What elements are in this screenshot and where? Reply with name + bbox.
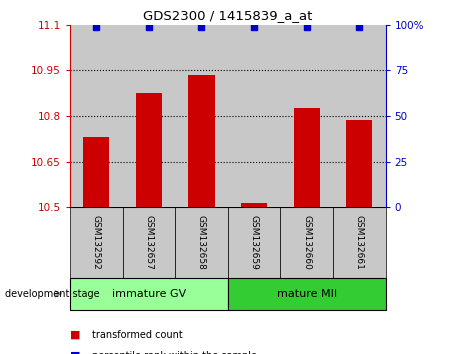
Text: transformed count: transformed count [92,330,183,339]
Text: development stage: development stage [5,289,99,299]
Text: GSM132659: GSM132659 [249,215,258,270]
Bar [83,137,110,207]
Text: GSM132661: GSM132661 [355,215,364,270]
Bar [136,93,162,207]
Text: GSM132592: GSM132592 [92,215,101,270]
Bar [123,25,175,207]
Bar [281,207,333,278]
Text: mature MII: mature MII [276,289,337,299]
Bar [70,278,228,310]
Bar [228,278,386,310]
Bar [294,108,320,207]
Bar [175,25,228,207]
Text: ■: ■ [70,330,80,339]
Title: GDS2300 / 1415839_a_at: GDS2300 / 1415839_a_at [143,9,313,22]
Text: percentile rank within the sample: percentile rank within the sample [92,351,258,354]
Bar [346,120,373,207]
Bar [70,207,123,278]
Bar [228,207,281,278]
Bar [241,202,267,207]
Text: ■: ■ [70,351,80,354]
Bar [175,207,228,278]
Bar [281,25,333,207]
Bar [333,207,386,278]
Text: GSM132660: GSM132660 [302,215,311,270]
Bar [228,25,281,207]
Bar [70,25,123,207]
Bar [333,25,386,207]
Bar [189,75,215,207]
Text: GSM132657: GSM132657 [144,215,153,270]
Text: GSM132658: GSM132658 [197,215,206,270]
Text: immature GV: immature GV [112,289,186,299]
Bar [123,207,175,278]
